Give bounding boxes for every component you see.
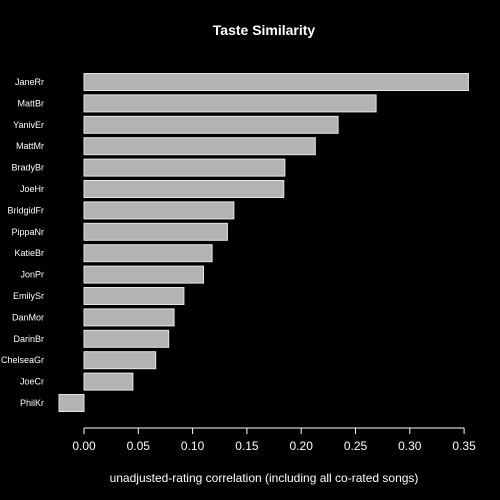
bar-EmilySr [83, 287, 185, 305]
bar-JoeHr [83, 180, 285, 198]
x-tick-label: 0.20 [290, 439, 314, 453]
category-label: BradyBr [11, 163, 44, 173]
category-label: JonPr [20, 270, 44, 280]
category-label: PippaNr [11, 227, 44, 237]
x-tick-label: 0.10 [181, 439, 205, 453]
bar-YanivEr [83, 115, 339, 134]
x-tick-label: 0.35 [452, 439, 476, 453]
x-tick-label: 0.00 [72, 439, 96, 453]
category-label: MattMr [16, 141, 44, 151]
bar-MattMr [83, 137, 316, 156]
bar-BradyBr [83, 158, 286, 177]
x-axis-label: unadjusted-rating correlation (including… [110, 471, 419, 485]
bar-JonPr [83, 265, 204, 284]
category-label: PhilKr [20, 398, 44, 408]
category-label: JoeHr [20, 184, 44, 194]
category-label: YanivEr [13, 120, 44, 130]
category-label: EmilySr [13, 291, 44, 301]
category-label: KatieBr [14, 248, 44, 258]
category-label: ChelseaGr [1, 355, 44, 365]
bar-MattBr [83, 94, 377, 113]
bars-group [58, 73, 469, 412]
bar-BridgidFr [83, 201, 235, 220]
chart-title: Taste Similarity [213, 22, 316, 38]
bar-DarinBr [83, 329, 170, 348]
bar-PhilKr [58, 394, 85, 412]
category-label: JaneRr [15, 77, 44, 87]
x-tick-label: 0.15 [235, 439, 259, 453]
category-label: BridgidFr [7, 205, 44, 215]
x-axis: 0.00 0.05 0.10 0.15 0.20 0.25 0.30 0.35 [72, 427, 476, 453]
category-label: MattBr [17, 98, 44, 108]
bar-PippaNr [83, 222, 228, 241]
bar-KatieBr [83, 244, 213, 263]
bar-JaneRr [83, 73, 469, 91]
x-tick-label: 0.05 [127, 439, 151, 453]
bar-ChelseaGr [83, 351, 157, 370]
category-label: DanMor [12, 312, 44, 322]
bar-JoeCr [83, 372, 134, 391]
category-label: JoeCr [20, 377, 44, 387]
category-label: DarinBr [13, 334, 44, 344]
x-tick-label: 0.25 [344, 439, 368, 453]
bar-DanMor [83, 308, 175, 327]
x-tick-label: 0.30 [398, 439, 422, 453]
category-labels: JaneRr MattBr YanivEr MattMr BradyBr JoeHr Bri… [1, 77, 44, 408]
